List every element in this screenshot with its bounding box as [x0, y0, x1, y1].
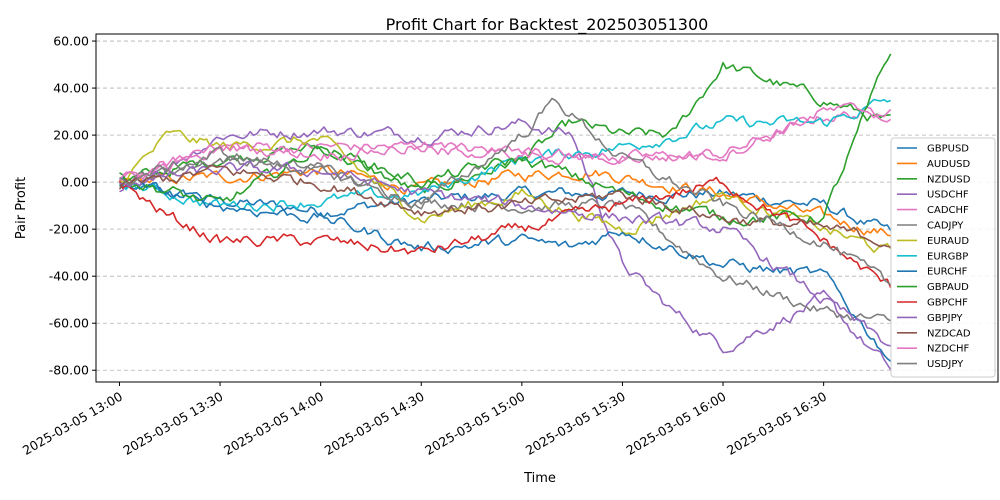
y-tick-label: 0.00: [61, 175, 89, 190]
legend-label: NZDUSD: [927, 174, 971, 185]
series-line-cadjpy: [118, 155, 892, 322]
x-tick-label: 2025-03-05 15:00: [422, 389, 527, 458]
legend: GBPUSD AUDUSD NZDUSD USDCHF CADCHF CADJPY EURA…: [890, 137, 996, 378]
series-line-cadchf: [119, 106, 892, 182]
legend-label: AUDUSD: [927, 159, 971, 170]
x-tick-label: 2025-03-05 16:30: [724, 389, 829, 458]
series-line-usdchf: [119, 118, 892, 371]
legend-label: GBPUSD: [927, 144, 969, 155]
y-tick-label: 60.00: [53, 34, 89, 49]
x-tick-label: 2025-03-05 14:30: [322, 389, 427, 458]
x-tick-label: 2025-03-05 13:00: [20, 389, 125, 458]
series-line-eurchf: [119, 176, 892, 362]
y-tick-label: 40.00: [53, 81, 89, 96]
y-axis: 60.00 40.00 20.00 0.00 -20.00 -40.00 -60.00 -80…: [49, 34, 96, 378]
y-tick-label: -60.00: [49, 316, 89, 331]
chart-title: Profit Chart for Backtest_202503051300: [386, 15, 709, 35]
legend-label: EURAUD: [927, 236, 969, 247]
legend-label: USDJPY: [927, 359, 964, 370]
x-tick-label: 2025-03-05 13:30: [121, 389, 226, 458]
series-line-eurgbp: [119, 98, 891, 213]
series-line-gbpchf: [118, 176, 892, 289]
x-tick-label: 2025-03-05 15:30: [523, 389, 628, 458]
series-line-nzdchf: [118, 102, 892, 181]
legend-label: CADJPY: [927, 221, 964, 232]
legend-label: GBPCHF: [927, 298, 968, 309]
series-line-audusd: [119, 165, 891, 237]
legend-label: GBPJPY: [927, 313, 963, 324]
plot-frame: [95, 33, 999, 383]
legend-label: EURGBP: [927, 251, 968, 262]
x-tick-label: 2025-03-05 14:00: [221, 389, 326, 458]
x-tick-label: 2025-03-05 16:00: [623, 389, 728, 458]
legend-label: EURCHF: [927, 267, 968, 278]
series-line-usdjpy: [119, 97, 892, 286]
y-tick-label: 20.00: [53, 128, 89, 143]
y-axis-label: Pair Profit: [14, 177, 29, 239]
series-layer: [118, 53, 892, 371]
y-tick-label: -80.00: [49, 363, 89, 378]
series-line-gbpjpy: [119, 160, 891, 347]
y-tick-label: -40.00: [49, 269, 89, 284]
legend-label: CADCHF: [927, 205, 969, 216]
series-line-euraud: [119, 129, 892, 253]
legend-label: USDCHF: [927, 190, 969, 201]
legend-label: NZDCHF: [927, 344, 970, 355]
y-tick-label: -20.00: [49, 222, 89, 237]
series-line-nzdcad: [118, 164, 891, 248]
legend-label: NZDCAD: [927, 328, 971, 339]
series-line-gbpaud: [119, 53, 892, 227]
x-axis-label: Time: [523, 471, 556, 486]
legend-label: GBPAUD: [927, 282, 969, 293]
